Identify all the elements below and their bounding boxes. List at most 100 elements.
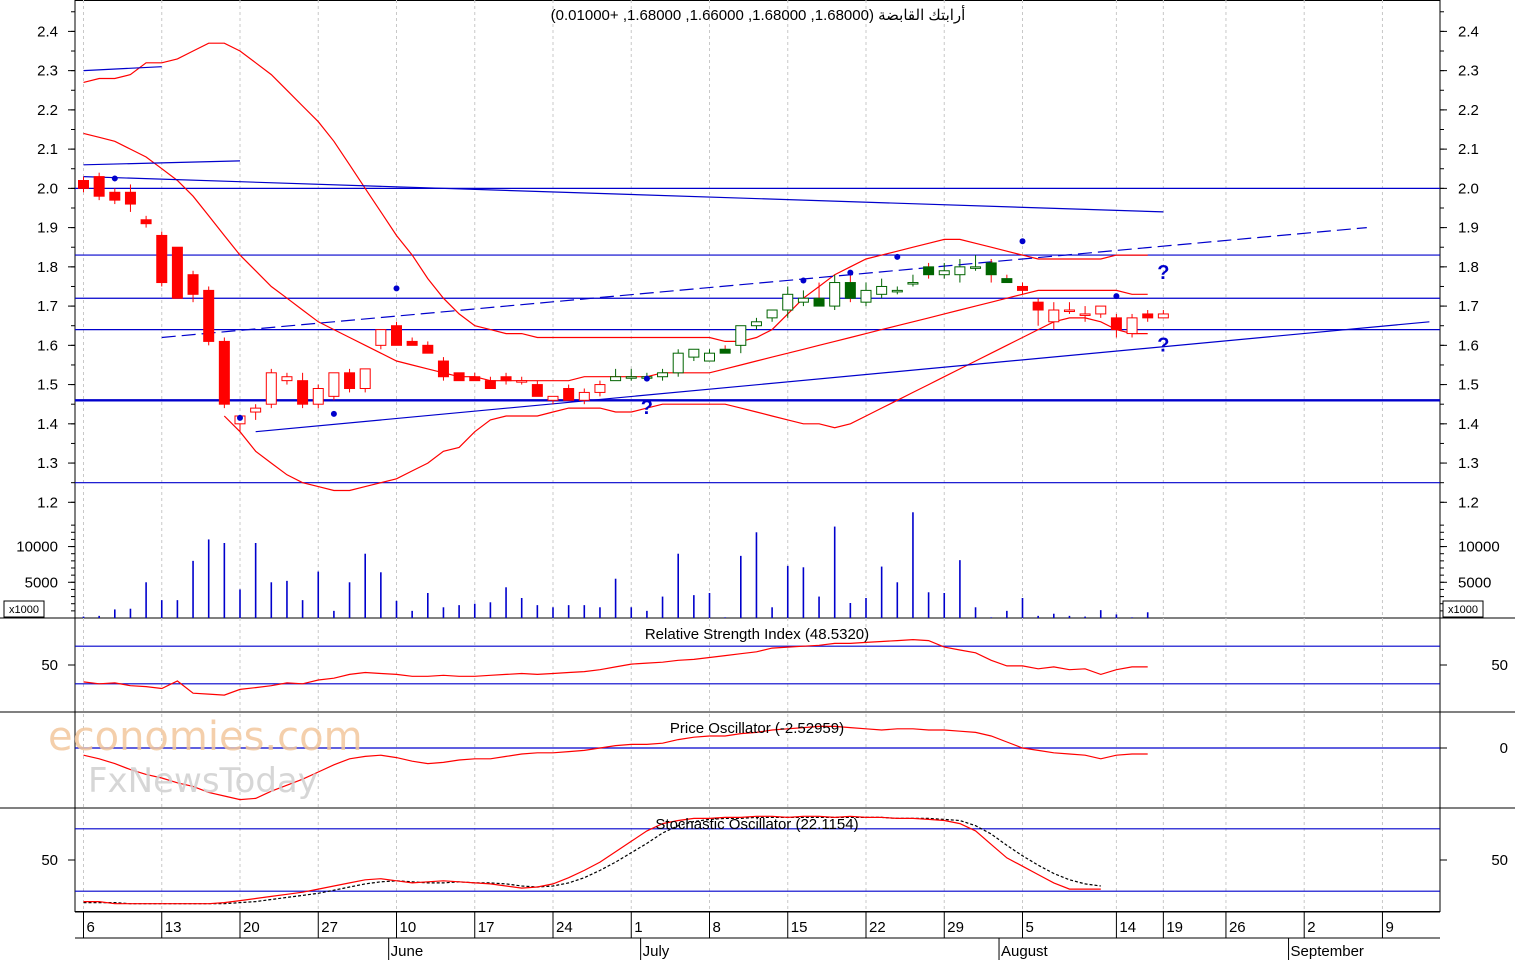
candle bbox=[453, 372, 465, 382]
candle bbox=[578, 388, 590, 405]
candle-body bbox=[297, 380, 309, 405]
pivot-dot bbox=[847, 269, 854, 276]
y-tick-label-left: 2.1 bbox=[37, 141, 58, 158]
candle-body bbox=[1048, 309, 1060, 323]
candle bbox=[422, 341, 434, 354]
y-tick-label-left: 1.5 bbox=[37, 377, 58, 394]
candle bbox=[688, 348, 700, 362]
y-tick-label-right: 1.8 bbox=[1458, 259, 1479, 276]
candle bbox=[140, 215, 152, 228]
candle-body bbox=[359, 368, 371, 389]
candle-body bbox=[437, 360, 449, 378]
horizontal-levels bbox=[75, 187, 1440, 484]
volume-multiplier-label: x1000 bbox=[1448, 604, 1478, 616]
candle bbox=[672, 349, 684, 377]
y-tick-label-left: 1.9 bbox=[37, 220, 58, 237]
volume-multiplier-label: x1000 bbox=[9, 604, 39, 616]
grid-lines bbox=[83, 0, 1383, 912]
y-tick-label-right: 2.3 bbox=[1458, 63, 1479, 80]
candle bbox=[563, 384, 575, 401]
candle bbox=[876, 278, 888, 299]
candle bbox=[1032, 298, 1044, 326]
question-marker: ? bbox=[1157, 262, 1169, 284]
y-tick-label-right: 1.3 bbox=[1458, 455, 1479, 472]
candle bbox=[281, 372, 293, 385]
y-tick-label-left: 1.2 bbox=[37, 494, 58, 511]
candle bbox=[297, 372, 309, 409]
volume-multiplier-box bbox=[3, 600, 45, 618]
candle bbox=[250, 404, 262, 420]
y-tick-label-right: 1.9 bbox=[1458, 220, 1479, 237]
candle-body bbox=[281, 376, 293, 382]
trend-line bbox=[83, 66, 162, 72]
candle bbox=[860, 282, 872, 307]
stochastic-d-line bbox=[83, 816, 1101, 905]
candle-body bbox=[469, 376, 481, 382]
candle-body bbox=[1126, 317, 1138, 335]
candle-body bbox=[594, 384, 606, 393]
bollinger-upper-band bbox=[83, 42, 1148, 342]
stochastic-k-line bbox=[83, 815, 1101, 905]
pivot-dots: ??? bbox=[111, 175, 1169, 421]
candle-body bbox=[187, 274, 199, 295]
trend-line bbox=[83, 160, 241, 166]
oscillator-tick-label-left: 50 bbox=[41, 657, 58, 674]
candle-body bbox=[1063, 309, 1075, 313]
candlesticks bbox=[78, 172, 1169, 432]
x-tick-label: 5 bbox=[1026, 919, 1034, 936]
candle-body bbox=[1142, 313, 1154, 319]
candle bbox=[923, 262, 935, 279]
candle-body bbox=[907, 282, 919, 285]
candle-body bbox=[1001, 278, 1013, 284]
candle bbox=[907, 274, 919, 287]
y-tick-label-right: 1.7 bbox=[1458, 298, 1479, 315]
candle-body bbox=[954, 266, 966, 276]
candle-body bbox=[672, 352, 684, 374]
y-tick-label-right: 2.4 bbox=[1458, 23, 1479, 40]
stochastic-panel: 50 50 Stochastic Oscillator (22.1154) bbox=[41, 815, 1508, 905]
candle-body bbox=[344, 372, 356, 390]
candle-body bbox=[625, 376, 637, 379]
candle-body bbox=[938, 270, 950, 276]
candle-body bbox=[563, 388, 575, 401]
trend-line bbox=[255, 321, 1430, 433]
candle-body bbox=[844, 282, 856, 299]
candle bbox=[766, 309, 778, 322]
pivot-dot bbox=[330, 410, 337, 417]
candle bbox=[265, 368, 277, 409]
pivot-dot bbox=[237, 414, 243, 421]
candle bbox=[156, 231, 168, 287]
y-tick-label-left: 1.8 bbox=[37, 259, 58, 276]
candle-body bbox=[1079, 313, 1091, 316]
y-tick-label-right: 1.5 bbox=[1458, 377, 1479, 394]
candle-body bbox=[500, 376, 512, 382]
rsi-line bbox=[83, 638, 1148, 696]
pivot-dot bbox=[1113, 293, 1120, 300]
overlays bbox=[83, 42, 1430, 492]
candle-body bbox=[766, 309, 778, 319]
volume-tick-label-left: 10000 bbox=[16, 539, 58, 556]
candle bbox=[813, 282, 825, 307]
y-tick-label-left: 1.3 bbox=[37, 455, 58, 472]
candle-body bbox=[516, 380, 528, 383]
candle-body bbox=[829, 282, 841, 307]
pivot-dot bbox=[643, 375, 650, 382]
candle-body bbox=[970, 266, 982, 269]
y-tick-label-right: 2.2 bbox=[1458, 102, 1479, 119]
x-tick-label: 2 bbox=[1307, 919, 1315, 936]
candle-body bbox=[1110, 317, 1122, 331]
candle bbox=[1142, 310, 1154, 322]
x-tick-label: 22 bbox=[869, 919, 886, 936]
candle-body bbox=[985, 262, 997, 276]
candle bbox=[1048, 302, 1060, 330]
candle-body bbox=[203, 289, 215, 342]
candle-body bbox=[78, 180, 89, 189]
month-label: July bbox=[643, 943, 670, 960]
oscillator-title: Relative Strength Index (48.5320) bbox=[645, 626, 869, 643]
candle-body bbox=[547, 395, 559, 401]
candle-body bbox=[93, 176, 105, 197]
x-tick-label: 14 bbox=[1119, 919, 1136, 936]
x-tick-label: 27 bbox=[321, 919, 338, 936]
